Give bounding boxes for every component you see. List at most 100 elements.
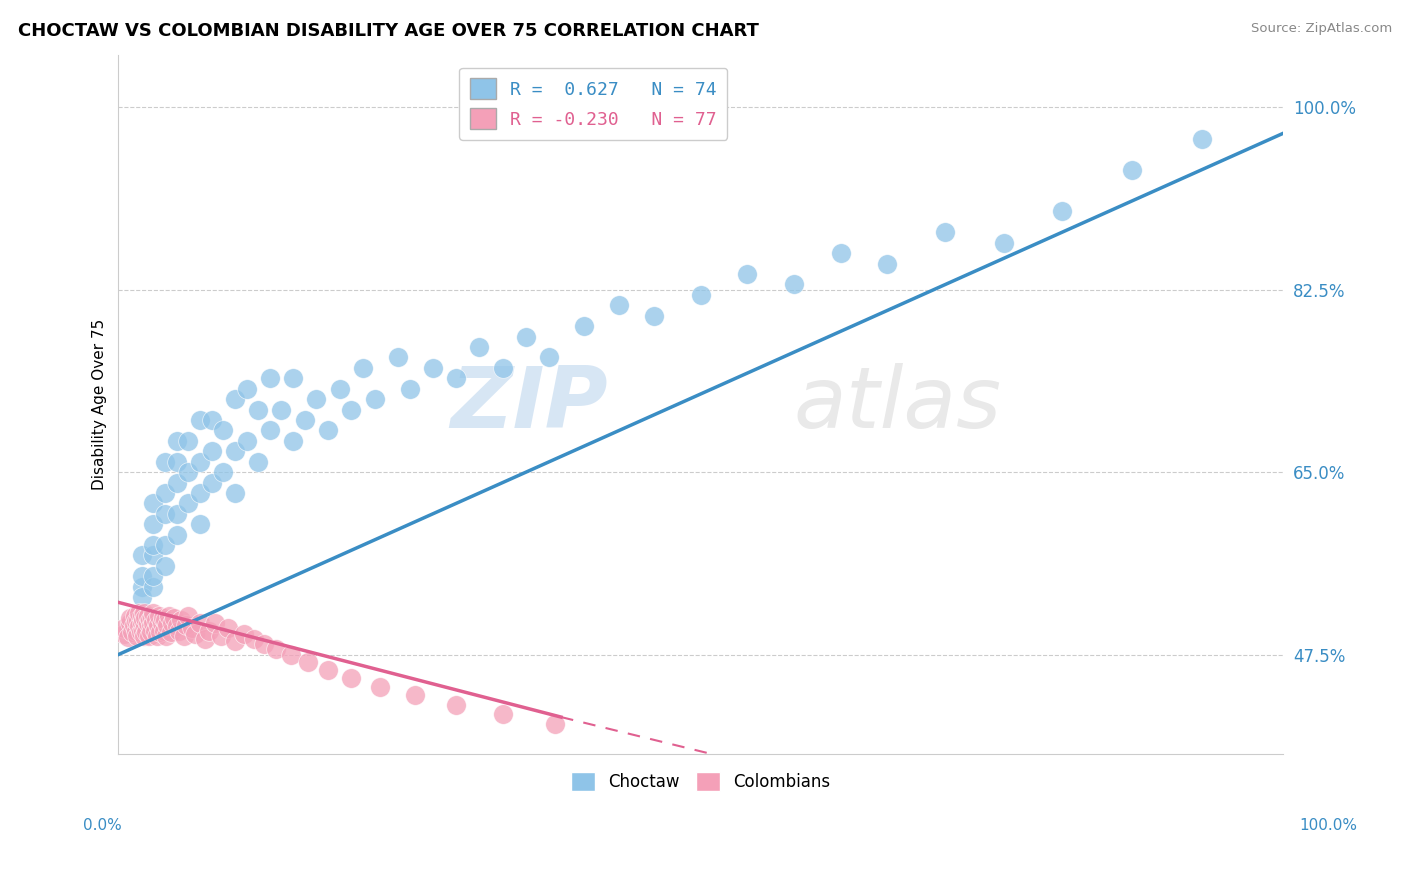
Point [131, 590, 153, 604]
Point [188, 486, 211, 500]
Point [136, 609, 159, 624]
Point [247, 455, 270, 469]
Point [128, 606, 150, 620]
Point [201, 475, 224, 490]
Point [352, 360, 374, 375]
Point [166, 455, 188, 469]
Point [134, 611, 156, 625]
Text: 0.0%: 0.0% [83, 818, 122, 832]
Point [120, 622, 142, 636]
Point [1050, 204, 1073, 219]
Point [129, 624, 152, 639]
Point [783, 277, 806, 292]
Point [124, 609, 146, 624]
Point [122, 618, 145, 632]
Point [150, 616, 173, 631]
Point [316, 424, 339, 438]
Point [574, 319, 596, 334]
Point [134, 619, 156, 633]
Point [340, 672, 363, 686]
Point [184, 626, 207, 640]
Point [142, 616, 165, 631]
Point [142, 606, 165, 620]
Point [138, 629, 160, 643]
Point [131, 580, 153, 594]
Point [444, 698, 467, 712]
Point [993, 235, 1015, 250]
Point [142, 580, 165, 594]
Point [194, 632, 217, 646]
Point [166, 475, 188, 490]
Point [224, 444, 246, 458]
Point [492, 360, 515, 375]
Point [270, 402, 292, 417]
Text: CHOCTAW VS COLOMBIAN DISABILITY AGE OVER 75 CORRELATION CHART: CHOCTAW VS COLOMBIAN DISABILITY AGE OVER… [18, 22, 759, 40]
Point [643, 309, 665, 323]
Point [340, 402, 363, 417]
Point [188, 616, 211, 631]
Point [120, 611, 142, 625]
Point [329, 382, 352, 396]
Point [188, 455, 211, 469]
Point [177, 609, 200, 624]
Point [209, 629, 232, 643]
Point [139, 624, 162, 639]
Point [370, 680, 392, 694]
Point [1121, 162, 1143, 177]
Point [515, 329, 537, 343]
Point [153, 507, 176, 521]
Point [170, 613, 193, 627]
Point [253, 637, 276, 651]
Point [316, 663, 339, 677]
Point [131, 609, 153, 624]
Point [198, 624, 221, 638]
Point [146, 629, 169, 643]
Point [136, 616, 159, 631]
Point [125, 629, 148, 643]
Point [155, 629, 177, 643]
Point [117, 630, 139, 644]
Point [132, 606, 155, 620]
Point [468, 340, 491, 354]
Point [607, 298, 630, 312]
Point [173, 629, 195, 643]
Point [224, 634, 246, 648]
Point [281, 371, 304, 385]
Point [235, 382, 257, 396]
Point [131, 611, 153, 625]
Point [177, 496, 200, 510]
Point [212, 424, 235, 438]
Point [166, 619, 188, 633]
Point [153, 558, 176, 573]
Point [142, 549, 165, 563]
Point [153, 538, 176, 552]
Point [294, 413, 316, 427]
Point [492, 706, 515, 721]
Point [737, 267, 759, 281]
Point [145, 613, 167, 627]
Point [166, 507, 188, 521]
Point [259, 424, 281, 438]
Point [233, 626, 256, 640]
Point [224, 486, 246, 500]
Point [121, 624, 143, 639]
Text: 100.0%: 100.0% [1299, 818, 1358, 832]
Point [177, 465, 200, 479]
Point [387, 351, 409, 365]
Point [112, 622, 135, 636]
Point [142, 569, 165, 583]
Point [1191, 131, 1213, 145]
Point [177, 434, 200, 448]
Text: ZIP: ZIP [450, 363, 607, 446]
Point [125, 624, 148, 638]
Point [544, 717, 567, 731]
Point [204, 616, 226, 631]
Point [125, 614, 148, 628]
Point [242, 632, 264, 646]
Point [143, 624, 166, 638]
Point [297, 655, 319, 669]
Point [152, 611, 174, 625]
Point [131, 569, 153, 583]
Point [153, 486, 176, 500]
Point [166, 434, 188, 448]
